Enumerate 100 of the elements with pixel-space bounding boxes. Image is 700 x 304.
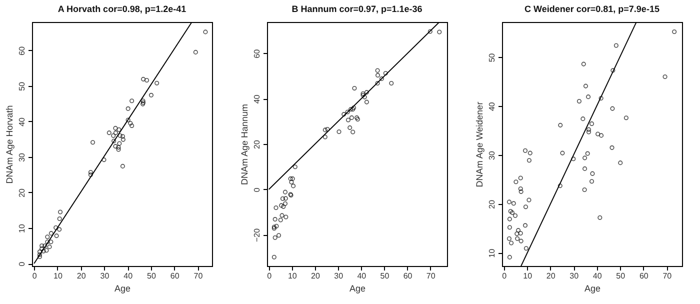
x-tick-label: 60 [170,272,180,280]
point [44,248,49,253]
point [54,225,58,230]
chart-title: C Weidener cor=0.81, p=7.9e-15 [524,4,660,14]
point [355,117,360,122]
point [614,43,618,48]
x-tick-label: 10 [54,272,63,280]
x-tick-label: 0 [267,272,272,280]
point [88,172,93,177]
x-tick-label: 70 [426,272,436,280]
y-axis-title: DNAm Age Weidener [474,102,484,188]
y-tick-label: 10 [488,248,496,258]
point [524,246,528,251]
point [375,68,380,73]
point [130,123,134,128]
point [558,184,562,188]
point [596,132,600,136]
x-tick-label: 40 [357,272,367,280]
point [528,150,532,156]
point [526,158,532,163]
point [583,84,588,88]
chart-title: B Hannum cor=0.97, p=1.1e-36 [292,4,422,14]
point [37,250,42,254]
x-tick-label: 20 [546,272,556,280]
y-tick-label: 60 [18,46,26,56]
point [274,224,279,228]
point [40,243,44,248]
point [280,196,285,201]
point [41,248,46,254]
point [580,116,586,122]
x-tick-label: 30 [100,272,110,280]
point [113,126,118,130]
point [362,94,367,100]
point [508,208,513,214]
point [40,246,44,251]
point [282,201,288,206]
point [364,90,369,95]
point [120,137,126,142]
point [375,80,380,86]
point [582,187,587,192]
point [586,130,592,134]
point [342,112,346,117]
point [506,200,512,204]
x-tick-label: 50 [147,272,156,280]
y-tick-label: 30 [488,150,496,160]
point [510,210,515,215]
point [281,204,286,209]
y-tick-label: 30 [18,152,26,162]
point [144,78,150,83]
point [576,98,582,104]
point [48,240,54,244]
point [516,228,521,233]
point [364,100,369,104]
point [291,184,296,188]
point [558,122,563,128]
point [118,133,122,138]
point [111,133,116,138]
point [102,158,106,162]
x-tick-label: 10 [288,272,298,280]
point [113,144,118,149]
point [276,233,282,238]
point [274,205,278,210]
point [48,231,54,236]
point [284,214,288,220]
point [428,29,432,34]
point [610,106,615,111]
point [610,68,616,73]
point [345,110,350,114]
point [290,176,295,181]
point [586,94,591,100]
point [292,164,298,170]
point [325,126,330,132]
point [116,145,121,150]
point [389,80,394,86]
x-axis-title: Age [349,284,366,294]
y-tick-label: 20 [488,199,496,209]
point [560,150,565,156]
point [54,234,59,238]
point [376,73,380,78]
point [518,238,524,244]
y-tick-label: 20 [252,140,262,149]
x-tick-label: 20 [311,272,320,280]
x-tick-label: 50 [380,272,390,280]
point [283,196,288,201]
point [624,116,628,120]
chart-title: A Horvath cor=0.98, p=1.2e-41 [58,4,186,14]
point [45,240,50,244]
point [582,156,588,160]
point [514,231,520,236]
x-tick-label: 70 [194,272,204,280]
y-tick-label: 40 [252,94,262,104]
point [120,134,125,139]
x-tick-label: 60 [639,272,649,280]
y-tick-label: 10 [18,224,26,233]
y-tick-label: 40 [18,116,26,126]
point [45,234,50,240]
point [585,151,590,156]
x-tick-label: 70 [662,272,672,280]
y-tick-label: 60 [252,48,262,58]
point [509,240,514,246]
